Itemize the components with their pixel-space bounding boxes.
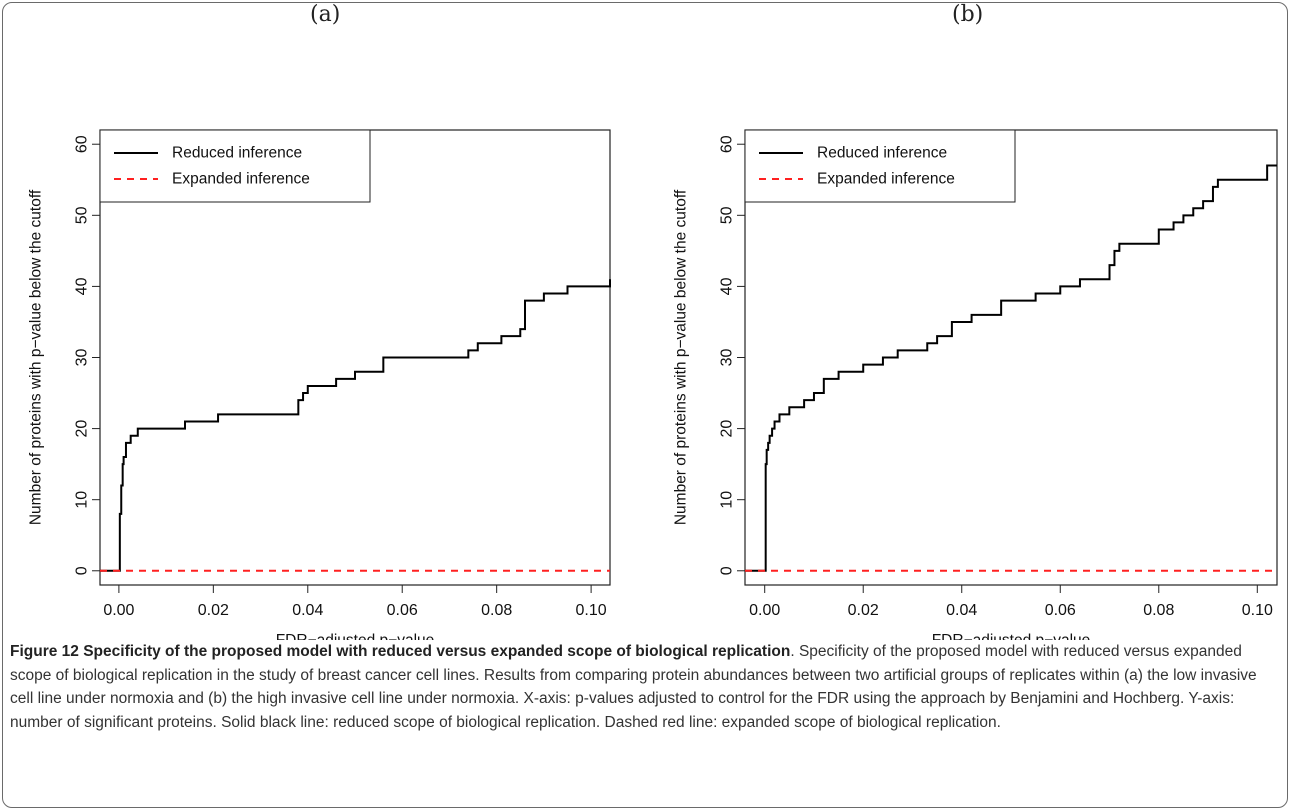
y-tick-label: 50 xyxy=(74,206,91,224)
series-reduced-inference xyxy=(745,164,1277,572)
y-tick-label: 40 xyxy=(719,277,736,295)
chart-b: 0.00 0.02 0.04 0.06 0.08 0.10 0 10 20 30 40 50 60 FDR… xyxy=(673,129,1278,640)
panel-label-b: (b) xyxy=(952,2,984,27)
y-tick-label: 60 xyxy=(719,135,736,153)
panel-label-a: (a) xyxy=(310,2,341,27)
y-tick-label: 30 xyxy=(74,349,91,367)
legend-label: Reduced inference xyxy=(172,145,302,162)
x-tick-label: 0.04 xyxy=(946,602,977,619)
x-axis-label: FDR−adjusted p−value xyxy=(932,632,1091,640)
chart-a: 0.00 0.02 0.04 0.06 0.08 0.10 0 10 20 30 40 50 60 FDR… xyxy=(28,129,611,640)
legend-box xyxy=(744,129,1016,203)
figure-caption: Figure 12 Specificity of the proposed mo… xyxy=(10,640,1280,734)
legend-box xyxy=(99,129,371,203)
x-tick-label: 0.06 xyxy=(1045,602,1076,619)
y-tick-label: 0 xyxy=(719,566,736,575)
x-tick-label: 0.02 xyxy=(198,602,229,619)
y-tick-label: 20 xyxy=(719,420,736,438)
y-tick-label: 20 xyxy=(74,420,91,438)
y-tick-label: 60 xyxy=(74,135,91,153)
y-axis-label: Number of proteins with p−value below th… xyxy=(28,189,45,525)
y-tick-label: 0 xyxy=(74,566,91,575)
legend-label: Expanded inference xyxy=(172,171,310,188)
x-tick-label: 0.10 xyxy=(576,602,607,619)
x-tick-label: 0.00 xyxy=(749,602,780,619)
y-axis-label: Number of proteins with p−value below th… xyxy=(673,189,690,525)
legend-label: Expanded inference xyxy=(817,171,955,188)
y-tick-label: 30 xyxy=(719,349,736,367)
caption-title: Figure 12 Specificity of the proposed mo… xyxy=(10,643,791,660)
x-tick-label: 0.02 xyxy=(848,602,879,619)
x-tick-label: 0.10 xyxy=(1242,602,1273,619)
y-tick-label: 10 xyxy=(719,491,736,509)
y-tick-label: 40 xyxy=(74,277,91,295)
legend-label: Reduced inference xyxy=(817,145,947,162)
y-tick-label: 10 xyxy=(74,491,91,509)
caption-text: . Specificity of the proposed model with… xyxy=(10,643,1257,731)
x-axis-label: FDR−adjusted p−value xyxy=(276,632,435,640)
x-tick-label: 0.08 xyxy=(1143,602,1174,619)
x-tick-label: 0.06 xyxy=(387,602,418,619)
y-tick-label: 50 xyxy=(719,206,736,224)
x-tick-label: 0.08 xyxy=(481,602,512,619)
series-reduced-inference xyxy=(100,279,611,572)
x-tick-label: 0.04 xyxy=(292,602,323,619)
x-tick-label: 0.00 xyxy=(103,602,134,619)
